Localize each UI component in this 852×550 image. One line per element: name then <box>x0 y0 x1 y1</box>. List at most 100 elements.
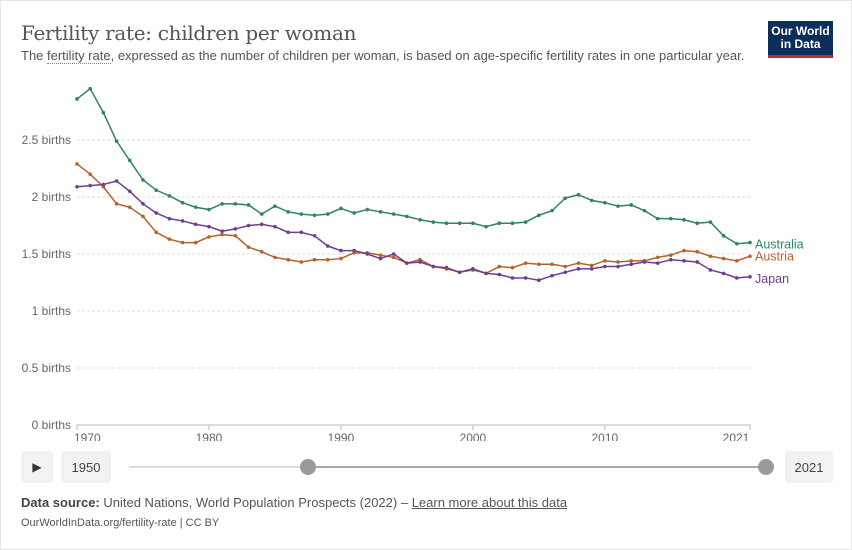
data-point-australia[interactable] <box>233 202 238 206</box>
data-point-austria[interactable] <box>180 240 185 245</box>
data-point-austria[interactable] <box>273 255 277 260</box>
data-point-australia[interactable] <box>378 210 383 214</box>
data-point-australia[interactable] <box>391 212 396 216</box>
data-point-australia[interactable] <box>312 213 317 218</box>
data-point-austria[interactable] <box>207 235 211 239</box>
data-point-japan[interactable] <box>721 271 726 276</box>
data-point-australia[interactable] <box>537 213 541 218</box>
data-point-japan[interactable] <box>246 223 251 228</box>
data-point-austria[interactable] <box>523 261 528 265</box>
data-point-japan[interactable] <box>682 259 686 263</box>
data-point-australia[interactable] <box>497 221 502 226</box>
data-point-austria[interactable] <box>312 257 317 262</box>
data-point-japan[interactable] <box>444 265 449 270</box>
data-point-australia[interactable] <box>695 221 700 226</box>
data-point-austria[interactable] <box>682 248 686 253</box>
data-point-austria[interactable] <box>563 264 568 269</box>
data-point-austria[interactable] <box>629 259 634 263</box>
data-point-australia[interactable] <box>75 97 79 101</box>
data-point-japan[interactable] <box>167 216 172 221</box>
series-label-japan[interactable]: Japan <box>755 272 789 286</box>
data-point-japan[interactable] <box>312 233 317 238</box>
data-point-australia[interactable] <box>682 218 686 222</box>
data-point-austria[interactable] <box>127 205 132 210</box>
data-point-japan[interactable] <box>273 224 277 229</box>
data-point-australia[interactable] <box>735 241 739 246</box>
data-point-australia[interactable] <box>444 221 449 226</box>
data-point-austria[interactable] <box>616 260 620 264</box>
series-line-australia[interactable] <box>76 87 751 245</box>
data-point-australia[interactable] <box>141 178 145 182</box>
data-point-australia[interactable] <box>669 216 673 221</box>
data-point-australia[interactable] <box>207 207 211 212</box>
data-point-australia[interactable] <box>220 202 224 206</box>
data-point-austria[interactable] <box>576 261 581 265</box>
data-point-austria[interactable] <box>154 230 158 235</box>
data-point-austria[interactable] <box>299 260 304 264</box>
data-point-japan[interactable] <box>589 267 594 271</box>
data-point-japan[interactable] <box>220 229 224 233</box>
data-point-austria[interactable] <box>286 257 290 262</box>
data-point-australia[interactable] <box>748 240 752 245</box>
data-point-australia[interactable] <box>365 207 370 212</box>
data-point-austria[interactable] <box>603 259 607 263</box>
data-point-japan[interactable] <box>101 182 106 187</box>
data-point-japan[interactable] <box>497 272 502 277</box>
data-point-austria[interactable] <box>721 256 726 261</box>
data-point-austria[interactable] <box>655 255 660 260</box>
data-point-japan[interactable] <box>471 267 475 271</box>
timeline-end-handle[interactable] <box>758 459 774 475</box>
data-point-japan[interactable] <box>75 184 79 189</box>
data-point-australia[interactable] <box>603 200 607 205</box>
play-button[interactable]: ▶ <box>21 451 53 483</box>
data-point-australia[interactable] <box>484 224 488 229</box>
data-point-austria[interactable] <box>669 253 673 257</box>
timeline-start-handle[interactable] <box>300 459 316 475</box>
data-point-japan[interactable] <box>286 230 290 235</box>
data-point-japan[interactable] <box>127 189 132 194</box>
data-point-australia[interactable] <box>616 204 620 208</box>
data-point-japan[interactable] <box>669 257 673 262</box>
data-point-austria[interactable] <box>748 254 752 259</box>
data-point-austria[interactable] <box>735 259 739 263</box>
data-point-austria[interactable] <box>193 240 198 245</box>
data-point-japan[interactable] <box>339 248 343 253</box>
data-point-australia[interactable] <box>180 200 185 205</box>
data-point-austria[interactable] <box>708 254 713 259</box>
data-point-australia[interactable] <box>708 220 713 224</box>
data-point-australia[interactable] <box>589 198 594 203</box>
data-point-austria[interactable] <box>75 162 79 166</box>
fertility-rate-link[interactable]: fertility rate <box>47 48 111 64</box>
data-point-japan[interactable] <box>352 248 356 253</box>
data-point-austria[interactable] <box>114 202 119 206</box>
data-point-australia[interactable] <box>352 211 356 215</box>
data-point-japan[interactable] <box>405 261 409 265</box>
data-point-australia[interactable] <box>405 214 409 219</box>
data-point-austria[interactable] <box>141 214 145 219</box>
data-point-australia[interactable] <box>193 205 198 210</box>
data-point-australia[interactable] <box>576 192 581 197</box>
data-point-austria[interactable] <box>167 237 172 241</box>
data-point-australia[interactable] <box>721 233 726 238</box>
data-point-japan[interactable] <box>207 224 211 229</box>
learn-more-link[interactable]: Learn more about this data <box>411 495 568 510</box>
data-point-australia[interactable] <box>339 206 343 211</box>
chart-url[interactable]: OurWorldInData.org/fertility-rate | CC B… <box>21 517 220 529</box>
data-point-japan[interactable] <box>154 211 158 215</box>
data-point-japan[interactable] <box>576 267 581 271</box>
data-point-australia[interactable] <box>246 203 251 207</box>
data-point-japan[interactable] <box>457 270 462 275</box>
data-point-australia[interactable] <box>642 208 647 213</box>
data-point-austria[interactable] <box>391 255 396 260</box>
series-line-austria[interactable] <box>76 163 751 275</box>
data-point-austria[interactable] <box>339 256 343 261</box>
data-point-japan[interactable] <box>629 262 634 267</box>
data-point-japan[interactable] <box>233 227 238 231</box>
data-point-australia[interactable] <box>457 221 462 226</box>
data-point-austria[interactable] <box>537 262 541 267</box>
data-point-japan[interactable] <box>325 244 330 248</box>
data-point-japan[interactable] <box>708 268 713 272</box>
data-point-japan[interactable] <box>563 270 568 275</box>
data-point-japan[interactable] <box>259 222 264 227</box>
data-point-austria[interactable] <box>233 233 238 238</box>
